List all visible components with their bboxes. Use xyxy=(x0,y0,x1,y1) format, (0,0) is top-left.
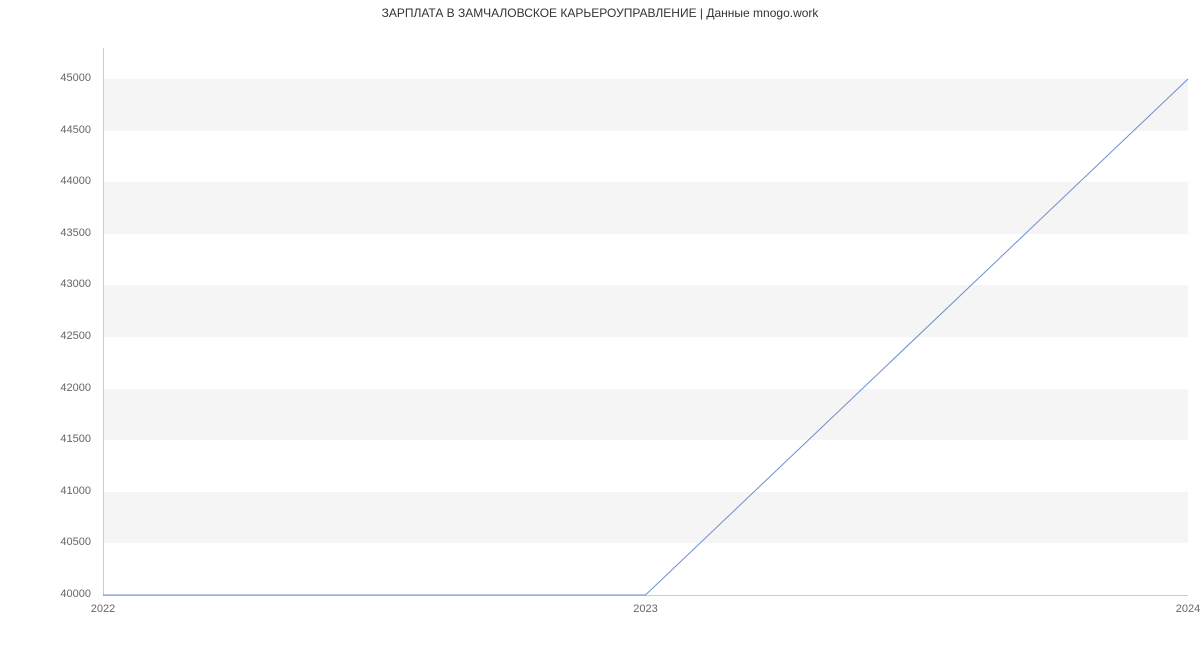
salary-chart: ЗАРПЛАТА В ЗАМЧАЛОВСКОЕ КАРЬЕРОУПРАВЛЕНИ… xyxy=(0,0,1200,650)
y-tick-label: 44500 xyxy=(60,124,91,136)
chart-title: ЗАРПЛАТА В ЗАМЧАЛОВСКОЕ КАРЬЕРОУПРАВЛЕНИ… xyxy=(0,6,1200,20)
y-tick-label: 42000 xyxy=(60,382,91,394)
y-tick-label: 43000 xyxy=(60,278,91,290)
y-tick-label: 45000 xyxy=(60,72,91,84)
series-layer xyxy=(103,48,1188,595)
y-tick-label: 41500 xyxy=(60,433,91,445)
y-tick-label: 42500 xyxy=(60,330,91,342)
x-tick-label: 2024 xyxy=(1176,603,1200,615)
y-tick-label: 40000 xyxy=(60,588,91,600)
y-tick-label: 43500 xyxy=(60,227,91,239)
y-tick-label: 44000 xyxy=(60,175,91,187)
series-line-salary xyxy=(103,79,1188,595)
x-tick-label: 2022 xyxy=(91,603,115,615)
plot-area: 4000040500410004150042000425004300043500… xyxy=(103,48,1188,595)
x-tick-label: 2023 xyxy=(633,603,657,615)
y-tick-label: 40500 xyxy=(60,536,91,548)
y-tick-label: 41000 xyxy=(60,485,91,497)
